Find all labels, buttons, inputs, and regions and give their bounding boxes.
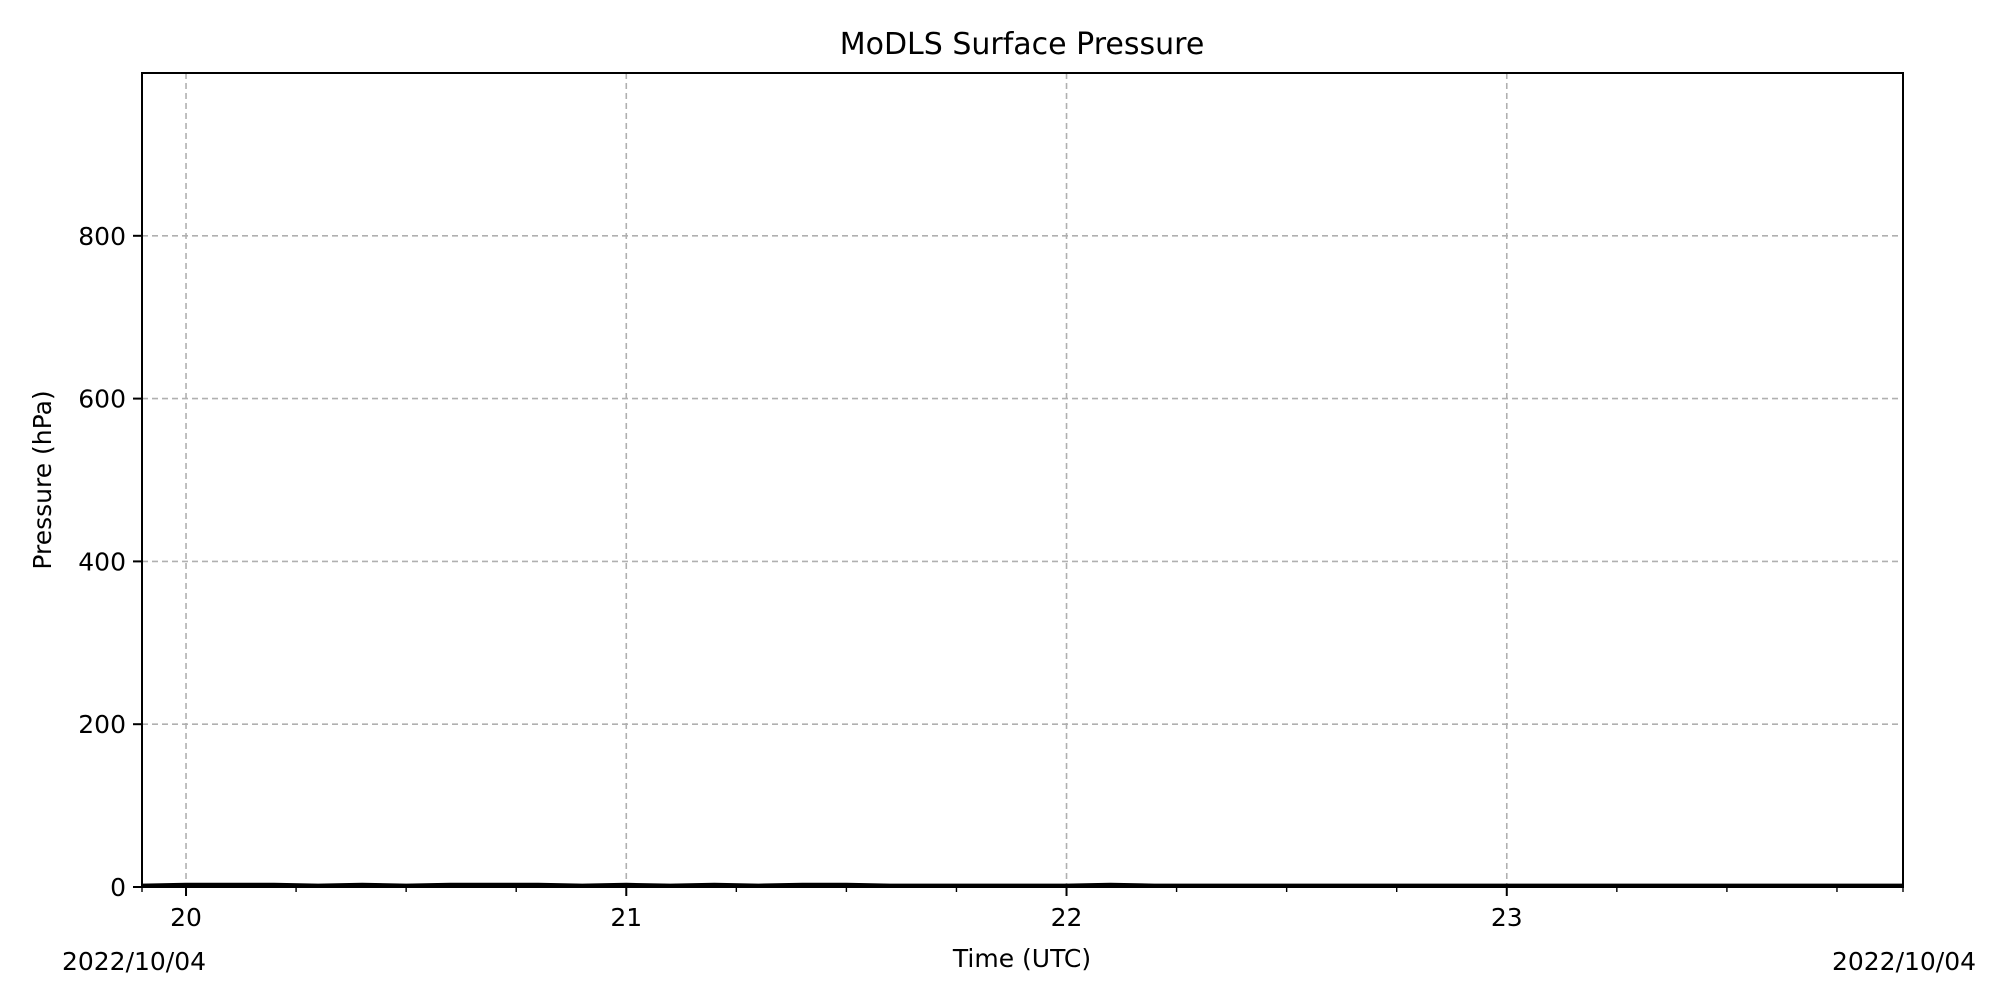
x-tick-label-23: 23	[1491, 903, 1523, 932]
y-axis-label: Pressure (hPa)	[28, 390, 57, 569]
y-tick-label-0: 0	[110, 873, 126, 902]
date-label-right: 2022/10/04	[1832, 947, 1976, 976]
series-line-0	[141, 882, 1903, 888]
date-label-left: 2022/10/04	[62, 947, 206, 976]
y-tick-label-800: 800	[78, 222, 126, 251]
y-tick-label-200: 200	[78, 710, 126, 739]
plot-frame	[141, 72, 1904, 888]
series-layer	[141, 882, 1903, 888]
x-axis-label: Time (UTC)	[952, 944, 1091, 973]
axis-ticks: 20 21 22 23 0 200 400 600 800	[78, 222, 1904, 932]
chart-title: MoDLS Surface Pressure	[840, 27, 1205, 62]
gridlines	[142, 73, 1903, 887]
x-tick-label-22: 22	[1051, 903, 1083, 932]
x-tick-label-21: 21	[610, 903, 642, 932]
x-tick-label-20: 20	[170, 903, 202, 932]
y-tick-label-600: 600	[78, 385, 126, 414]
y-tick-label-400: 400	[78, 547, 126, 576]
